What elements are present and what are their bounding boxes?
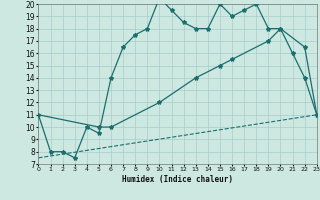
X-axis label: Humidex (Indice chaleur): Humidex (Indice chaleur) bbox=[122, 175, 233, 184]
